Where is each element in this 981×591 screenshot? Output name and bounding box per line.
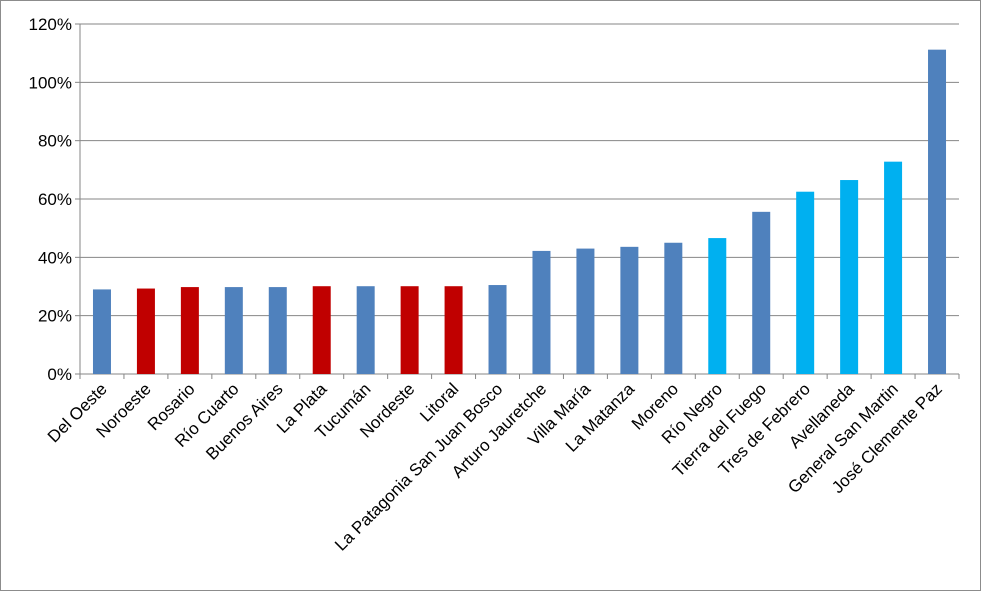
bar — [136, 288, 155, 374]
bar — [268, 287, 287, 374]
y-tick-label: 80% — [38, 132, 72, 151]
bar — [356, 286, 375, 374]
bar — [224, 287, 243, 374]
bar — [312, 286, 331, 374]
bar — [708, 238, 727, 374]
bar — [576, 248, 595, 374]
y-tick-labels: 0% 20% 40% 60% 80% 100% 120% — [29, 15, 72, 384]
bar — [884, 161, 903, 374]
bar — [92, 289, 111, 374]
bars — [92, 49, 947, 375]
axes — [75, 23, 960, 379]
bar — [620, 246, 639, 374]
y-tick-label: 0% — [47, 365, 72, 384]
y-tick-label: 20% — [38, 307, 72, 326]
bar — [664, 242, 683, 374]
y-tick-label: 60% — [38, 190, 72, 209]
y-tick-label: 100% — [29, 73, 72, 92]
y-tick-label: 120% — [29, 15, 72, 34]
bar — [400, 286, 419, 374]
bar — [532, 250, 551, 374]
bar — [488, 285, 507, 374]
bar — [444, 286, 463, 374]
bar — [752, 211, 771, 374]
y-tick-label: 40% — [38, 248, 72, 267]
gridlines — [80, 23, 959, 317]
bar — [180, 287, 199, 374]
bar — [796, 191, 815, 374]
bar — [840, 180, 859, 374]
bar — [928, 49, 947, 375]
